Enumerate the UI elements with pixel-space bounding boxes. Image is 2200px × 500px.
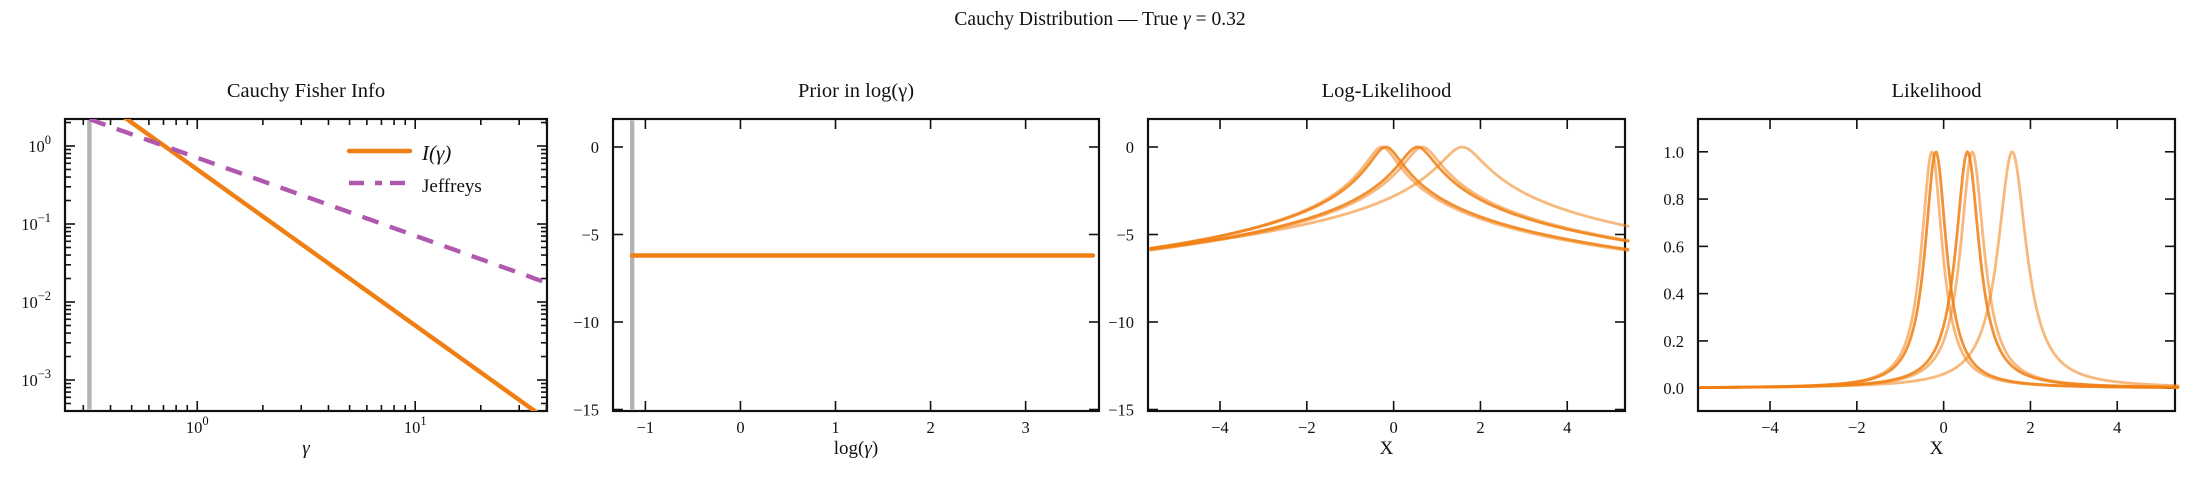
svg-text:10−3: 10−3 [21, 367, 51, 390]
svg-text:100: 100 [28, 133, 51, 156]
svg-text:−4: −4 [1211, 418, 1229, 437]
svg-text:0: 0 [1390, 418, 1398, 437]
svg-text:−4: −4 [1761, 418, 1779, 437]
svg-text:−10: −10 [1108, 313, 1134, 332]
svg-text:2: 2 [1476, 418, 1484, 437]
svg-text:−5: −5 [1116, 226, 1134, 245]
svg-text:Jeffreys: Jeffreys [422, 176, 482, 197]
svg-text:−2: −2 [1298, 418, 1316, 437]
svg-text:10−2: 10−2 [21, 289, 51, 312]
svg-text:−2: −2 [1848, 418, 1866, 437]
svg-text:−15: −15 [573, 401, 599, 420]
svg-text:101: 101 [404, 414, 427, 437]
svg-text:10−1: 10−1 [21, 211, 51, 234]
svg-text:0.0: 0.0 [1663, 379, 1684, 398]
svg-text:−15: −15 [1108, 401, 1134, 420]
svg-text:0: 0 [1126, 138, 1134, 157]
svg-text:0.6: 0.6 [1663, 237, 1684, 256]
svg-text:0: 0 [1940, 418, 1948, 437]
svg-text:−5: −5 [581, 226, 599, 245]
svg-text:0.8: 0.8 [1663, 190, 1684, 209]
svg-text:3: 3 [1022, 418, 1030, 437]
svg-text:I(γ): I(γ) [421, 141, 451, 165]
svg-text:−1: −1 [637, 418, 655, 437]
svg-text:2: 2 [926, 418, 934, 437]
svg-text:4: 4 [2113, 418, 2121, 437]
svg-text:0: 0 [736, 418, 744, 437]
svg-text:1: 1 [831, 418, 839, 437]
svg-text:1.0: 1.0 [1663, 143, 1684, 162]
svg-text:−10: −10 [573, 313, 599, 332]
svg-text:100: 100 [186, 414, 209, 437]
svg-text:0.2: 0.2 [1663, 332, 1684, 351]
svg-text:0: 0 [591, 138, 599, 157]
svg-text:4: 4 [1563, 418, 1571, 437]
svg-text:2: 2 [2026, 418, 2034, 437]
svg-text:0.4: 0.4 [1663, 285, 1684, 304]
